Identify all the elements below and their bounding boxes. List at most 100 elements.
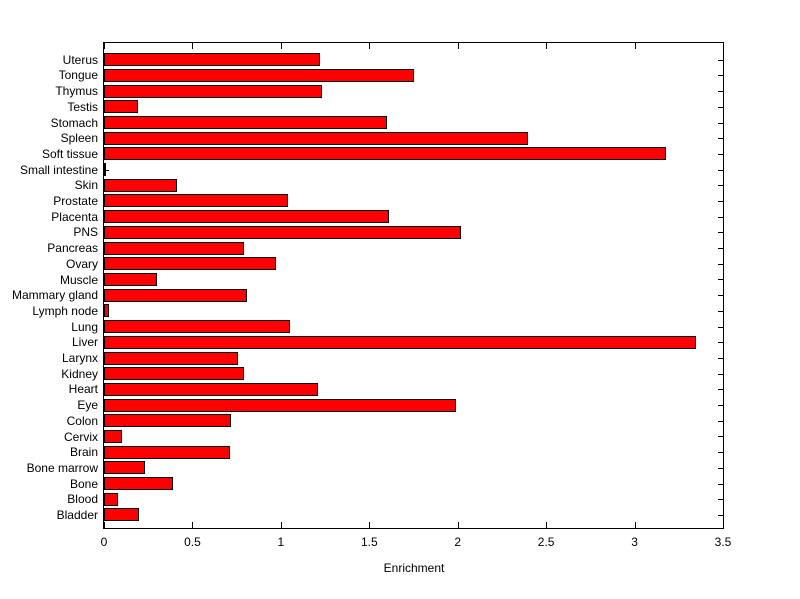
bar-prostate	[104, 194, 288, 207]
y-axis-tick-mark	[718, 436, 723, 437]
y-axis-tick-mark	[718, 468, 723, 469]
x-axis-tick-label: 2	[454, 535, 462, 549]
y-axis-tick-label: Pancreas	[47, 241, 98, 256]
x-axis-label: Enrichment	[383, 561, 445, 575]
y-axis-tick-label: Colon	[66, 413, 98, 428]
bar-small-intestine	[104, 163, 106, 176]
y-axis-tick-label: Heart	[68, 382, 98, 397]
y-axis-tick-mark	[718, 264, 723, 265]
y-axis-tick-mark	[104, 170, 109, 171]
x-axis-tick-mark	[281, 43, 282, 49]
y-axis-tick-label: Lung	[71, 319, 98, 334]
y-axis-tick-label: Brain	[69, 445, 98, 460]
bar-blood	[104, 493, 118, 506]
x-axis-tick-label: 3	[631, 535, 638, 549]
x-axis-tick-mark	[546, 43, 547, 49]
y-axis-tick-label: Testis	[67, 99, 98, 114]
y-axis-tick-label: Placenta	[51, 209, 98, 224]
bar-muscle	[104, 273, 157, 286]
x-axis-tick-mark	[104, 43, 105, 49]
y-axis-tick-mark	[718, 201, 723, 202]
y-axis-tick-label: Small intestine	[19, 162, 98, 177]
x-axis-tick-mark	[192, 522, 193, 528]
bar-pns	[104, 226, 461, 239]
y-axis-tick-mark	[718, 60, 723, 61]
y-axis-tick-label: Soft tissue	[41, 146, 98, 161]
y-axis-tick-mark	[718, 279, 723, 280]
x-axis-tick-mark	[635, 522, 636, 528]
y-axis-tick-label: PNS	[73, 225, 98, 240]
x-axis-tick-label: 0	[100, 535, 108, 549]
y-axis-tick-mark	[718, 452, 723, 453]
x-axis-tick-mark	[458, 43, 459, 49]
y-axis-tick-label: Lymph node	[32, 303, 98, 318]
bar-larynx	[104, 352, 238, 365]
bar-uterus	[104, 53, 320, 66]
y-axis-tick-mark	[718, 295, 723, 296]
y-axis-tick-mark	[718, 107, 723, 108]
y-axis-tick-mark	[718, 515, 723, 516]
x-axis-tick-mark	[546, 522, 547, 528]
y-axis-tick-label: Liver	[71, 335, 98, 350]
y-axis-tick-mark	[718, 311, 723, 312]
bar-bone	[104, 477, 173, 490]
bar-mammary-gland	[104, 289, 247, 302]
y-axis-tick-label: Mammary gland	[11, 288, 98, 303]
bar-thymus	[104, 85, 322, 98]
y-axis-tick-mark	[718, 138, 723, 139]
bar-testis	[104, 100, 138, 113]
x-axis-tick-label: 1.5	[360, 535, 378, 549]
y-axis-tick-mark	[718, 154, 723, 155]
bar-placenta	[104, 210, 389, 223]
bar-pancreas	[104, 242, 244, 255]
bar-liver	[104, 336, 696, 349]
y-axis-tick-mark	[718, 123, 723, 124]
x-axis-tick-mark	[723, 522, 724, 528]
y-axis-tick-mark	[718, 484, 723, 485]
bar-lymph-node	[104, 304, 109, 317]
y-axis-tick-label: Prostate	[53, 194, 98, 208]
bar-lung	[104, 320, 290, 333]
x-axis-tick-mark	[104, 522, 105, 528]
y-axis-tick-mark	[718, 217, 723, 218]
bar-cervix	[104, 430, 122, 443]
bar-ovary	[104, 257, 276, 270]
y-axis-tick-mark	[718, 75, 723, 76]
x-axis-tick-mark	[192, 43, 193, 49]
y-axis-tick-mark	[718, 91, 723, 92]
y-axis-tick-mark	[718, 342, 723, 343]
y-axis-tick-label: Larynx	[61, 351, 98, 365]
x-axis-tick-mark	[723, 43, 724, 49]
bar-spleen	[104, 132, 528, 145]
y-axis-tick-label: Bladder	[56, 508, 98, 522]
y-axis-tick-mark	[718, 185, 723, 186]
x-axis-tick-mark	[369, 522, 370, 528]
x-axis-tick-label: 3.5	[714, 535, 732, 549]
bar-heart	[104, 383, 318, 396]
x-axis-tick-mark	[635, 43, 636, 49]
bar-stomach	[104, 116, 387, 129]
y-axis-tick-mark	[718, 232, 723, 233]
x-axis-tick-label: 0.5	[184, 535, 201, 549]
x-axis-tick-mark	[281, 522, 282, 528]
bar-brain	[104, 446, 230, 459]
bar-kidney	[104, 367, 244, 380]
x-axis-tick-label: 2.5	[537, 535, 555, 549]
y-axis-tick-label: Stomach	[50, 115, 98, 130]
plot-area	[103, 42, 724, 529]
bar-bladder	[104, 508, 139, 521]
y-axis-tick-mark	[718, 170, 723, 171]
y-axis-tick-label: Spleen	[60, 131, 98, 146]
y-axis-tick-label: Ovary	[65, 256, 98, 271]
y-axis-tick-label: Blood	[67, 492, 98, 507]
y-axis-tick-mark	[718, 499, 723, 500]
x-axis-tick-mark	[458, 522, 459, 528]
bar-colon	[104, 414, 231, 427]
y-axis-tick-label: Skin	[74, 178, 98, 193]
bar-eye	[104, 399, 456, 412]
y-axis-tick-mark	[718, 405, 723, 406]
bar-bone-marrow	[104, 461, 145, 474]
y-axis-tick-label: Cervix	[63, 429, 98, 444]
bar-tongue	[104, 69, 414, 82]
